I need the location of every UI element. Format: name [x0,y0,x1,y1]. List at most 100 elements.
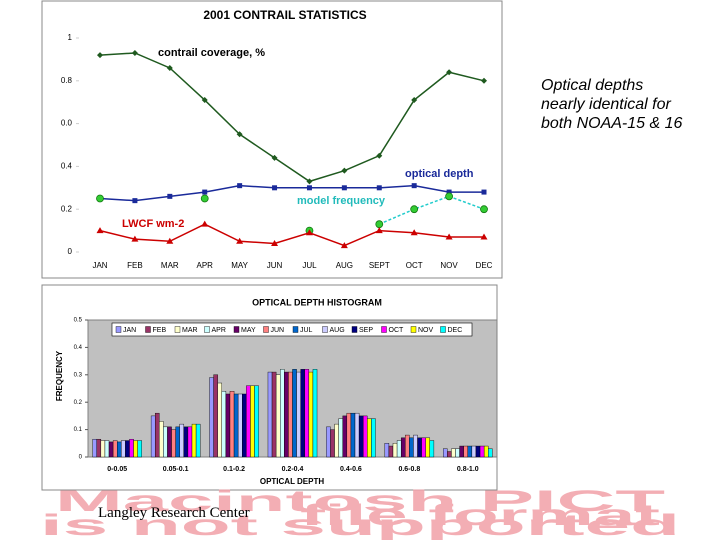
marker [376,152,383,159]
y-tick-label: 0.3 [74,372,83,378]
bar [296,371,301,458]
x-tick-label: AUG [336,261,353,270]
marker [446,69,453,76]
marker [341,185,347,191]
y-tick-label: 0 [79,455,83,461]
unsupported-image-notice: Macintosh PICT file format is not suppor… [40,485,680,540]
x-tick-label: OCT [406,261,423,270]
marker [480,205,488,214]
legend-box [111,322,473,337]
legend-swatch [381,326,387,333]
legend-swatch [145,326,151,333]
legend-swatch [440,326,446,333]
bar [467,445,473,458]
marker [481,77,487,84]
marker [236,131,243,138]
bar [129,438,134,458]
legend-label: JAN [123,327,136,334]
bar [459,445,464,458]
bar [429,440,435,458]
marker [271,154,278,161]
legend-swatch [174,326,181,333]
x-tick-label: 0.8-1.0 [457,466,479,473]
marker [481,189,487,195]
bar [195,423,201,458]
series-label: model frequency [297,195,386,207]
marker [131,235,139,242]
bar [443,448,448,458]
legend-label: DEC [448,327,463,334]
bar [300,369,305,458]
x-axis-label: OPTICAL DEPTH [260,477,325,486]
bar [112,440,118,458]
bar [312,369,318,458]
bar [175,426,180,458]
bar [254,385,259,458]
bar [425,437,431,458]
x-tick-label: DEC [476,261,493,270]
bar [179,423,185,458]
series-label: contrail coverage, % [158,47,265,59]
bar [400,437,406,458]
y-tick-label: 0.4 [74,345,83,351]
bar [242,393,247,458]
bar [358,415,364,458]
bar [150,415,156,458]
x-tick-label: APR [197,261,214,270]
y-axis-label: FREQUENCY [55,350,64,401]
bar [284,371,289,458]
bar [413,434,418,458]
marker [96,227,104,234]
bar [409,437,414,458]
bar [488,448,493,458]
series-label: optical depth [405,168,474,180]
bar [346,412,352,458]
x-tick-label: FEB [127,261,143,270]
bar [221,391,227,458]
bar [96,438,102,458]
bar [171,429,176,458]
x-tick-label: 0.4-0.6 [340,466,362,473]
bar [326,426,331,458]
legend-swatch [263,326,269,333]
x-tick-label: 0.05-0.1 [163,466,189,473]
bar [338,418,343,458]
bar [217,382,223,458]
bar [133,440,138,458]
bar [191,423,197,458]
series-line [99,184,484,202]
x-tick-label: 0-0.05 [107,466,127,473]
marker [201,97,208,104]
marker [480,233,488,240]
marker [132,198,138,204]
notice-line: Macintosh PICT [55,485,665,518]
bar [121,440,126,458]
bar [209,377,214,458]
bar [455,448,460,458]
marker [272,185,278,191]
notice-line: is not supported [40,509,680,540]
marker [375,227,383,234]
bar [271,371,277,458]
bar [308,371,314,458]
marker [446,189,452,195]
marker [410,205,419,214]
bar [479,445,485,458]
marker [305,229,313,236]
marker [166,64,173,71]
bar [163,426,168,458]
x-tick-label: JAN [92,261,107,270]
bar [354,412,360,458]
marker [341,167,348,174]
marker [445,192,453,201]
y-tick-label: 0.4 [61,162,73,171]
legend-label: OCT [389,327,405,334]
bar [229,391,235,458]
x-tick-label: 0.1-0.2 [223,466,245,473]
legend-swatch [322,326,328,333]
bar [154,412,160,458]
bar [250,385,255,458]
credit: Langley Research Center [98,505,250,521]
